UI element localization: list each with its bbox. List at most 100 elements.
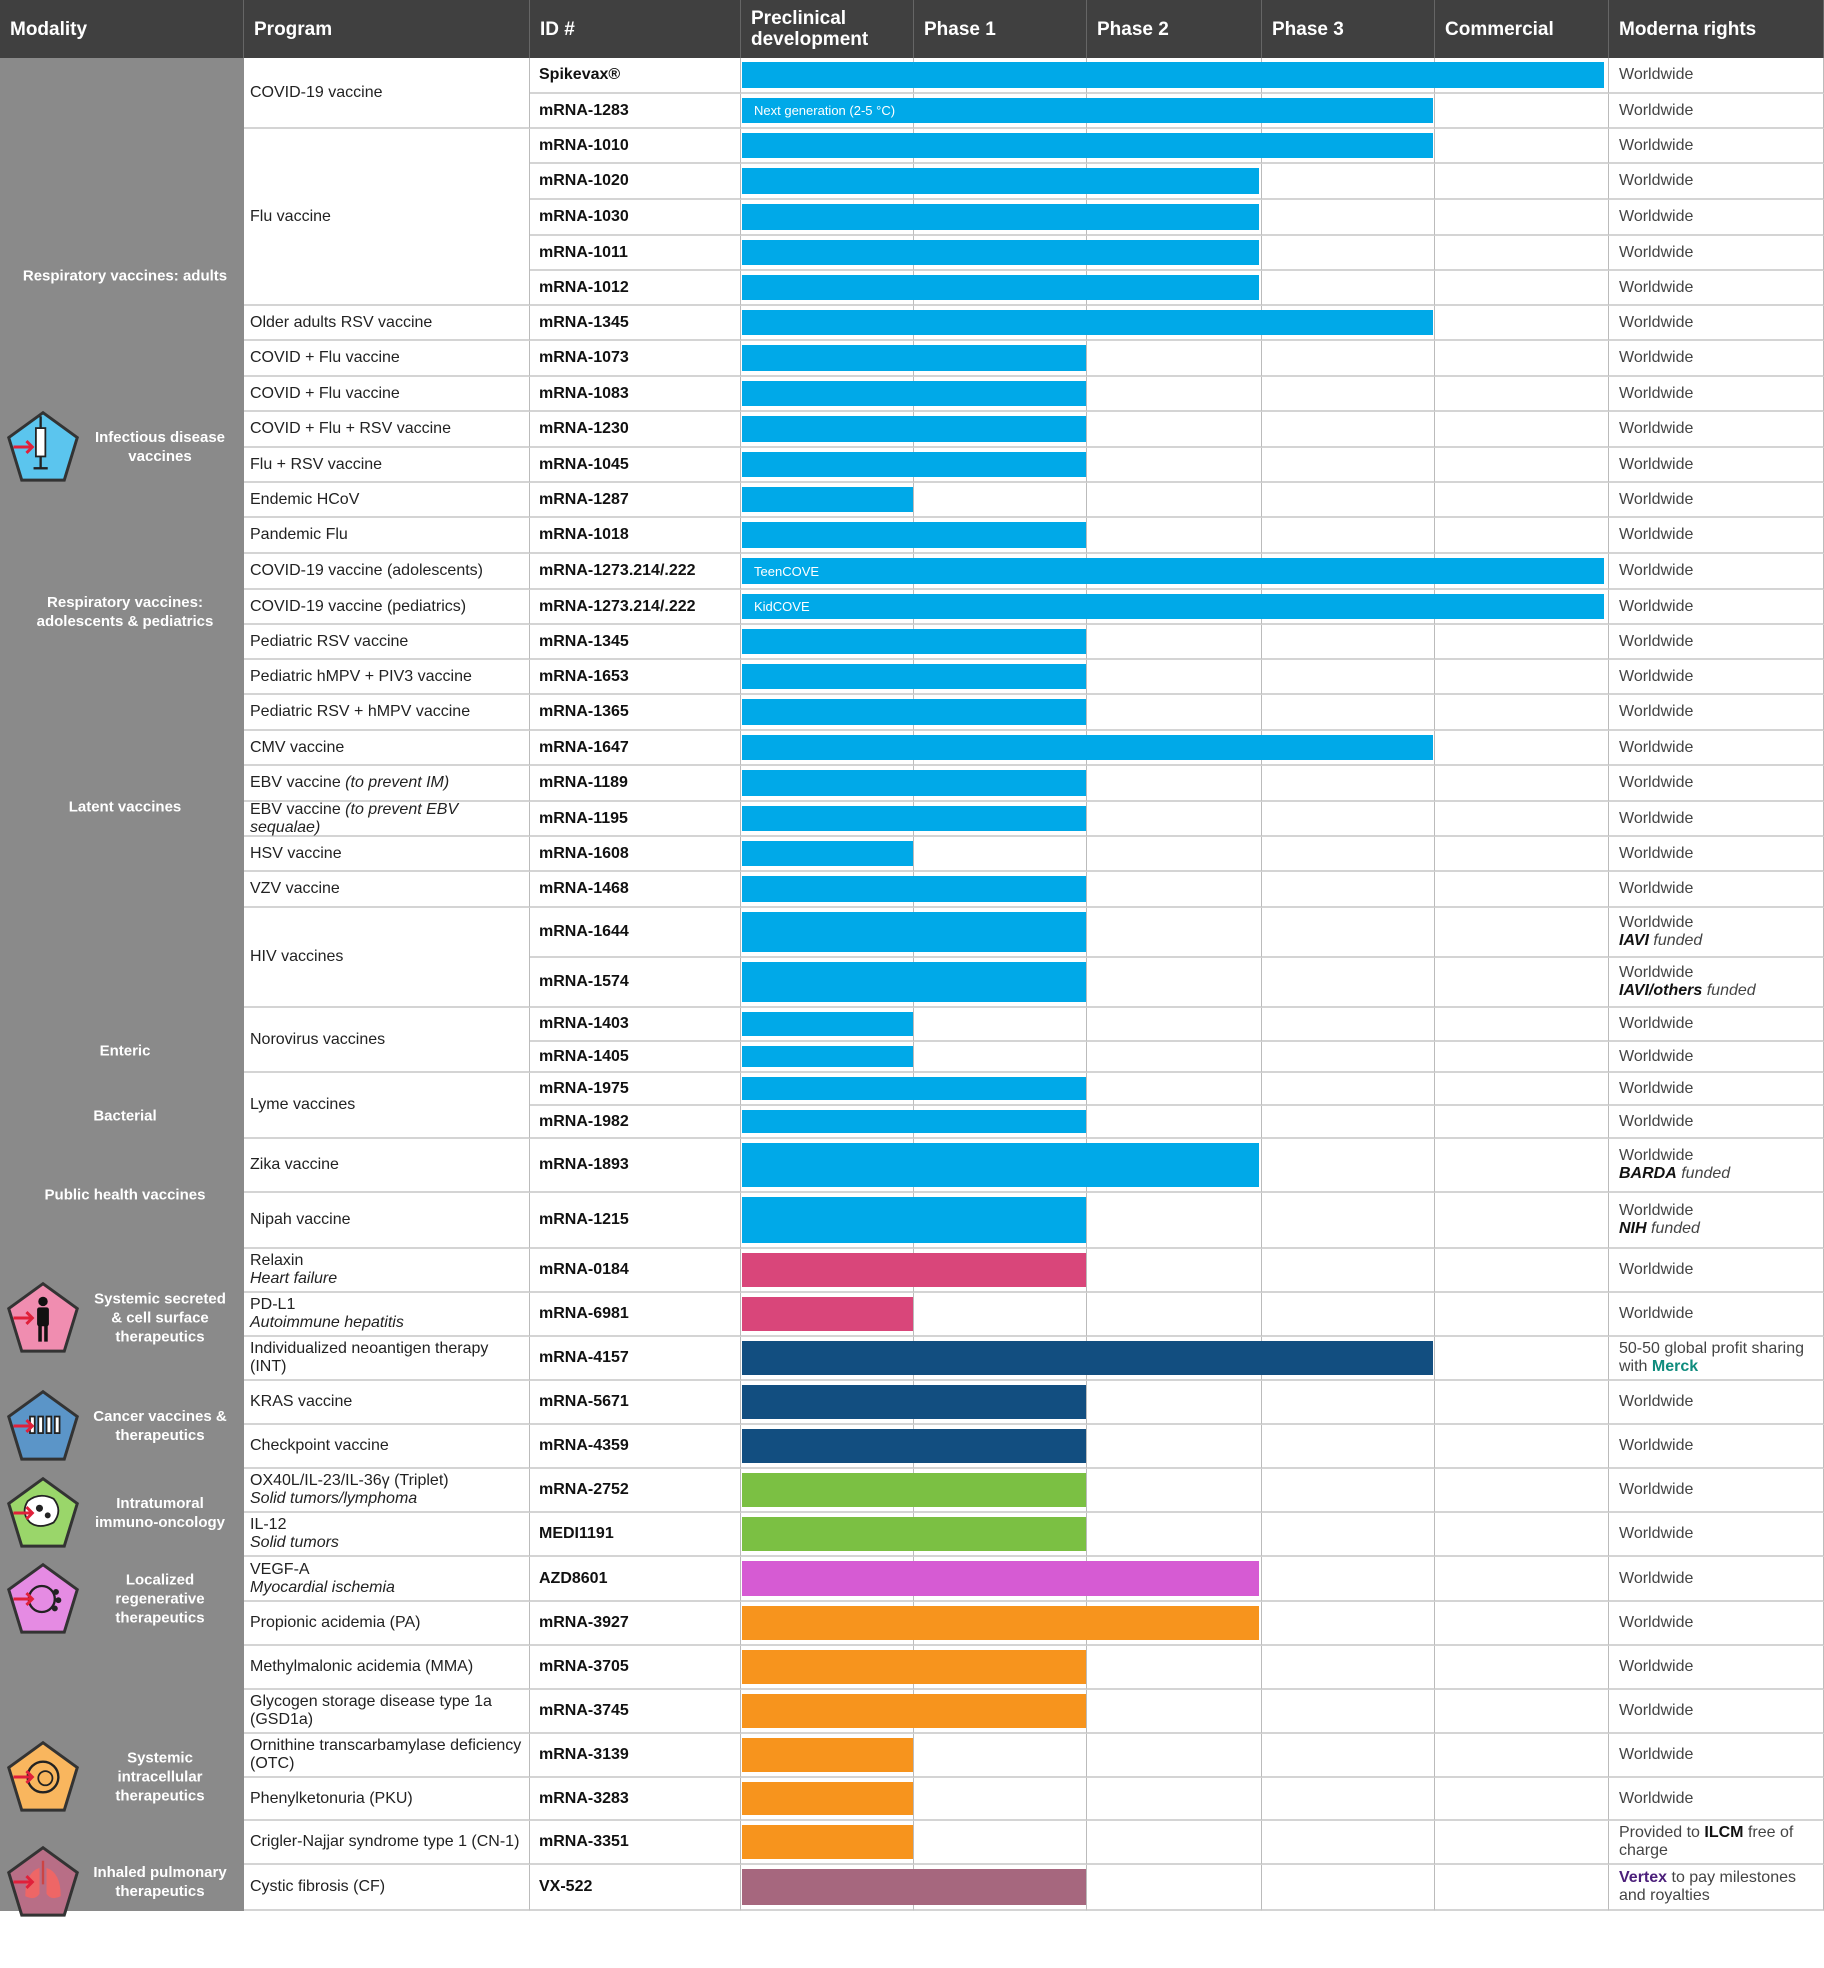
rights-text: Worldwide <box>1619 562 1694 579</box>
stage-cell <box>1262 1042 1435 1073</box>
moderna-rights: Worldwide <box>1609 1602 1824 1646</box>
moderna-rights: Worldwide <box>1609 872 1824 908</box>
stage-cell <box>1087 1193 1262 1249</box>
program-cell: Zika vaccine <box>244 1139 530 1193</box>
stage-cell <box>1435 1139 1609 1193</box>
stage-cell <box>1087 695 1262 731</box>
program-name: COVID-19 vaccine <box>250 83 383 101</box>
program-id: mRNA-5671 <box>530 1381 741 1425</box>
stage-cell <box>1262 1865 1435 1911</box>
program-cell: HIV vaccines <box>244 908 530 1008</box>
moderna-rights: Worldwide <box>1609 1042 1824 1073</box>
modality-label: Localized regenerative therapeutics <box>115 1571 205 1627</box>
program-name: COVID + Flu vaccine <box>250 349 400 366</box>
moderna-rights: Worldwide <box>1609 1106 1824 1139</box>
stage-cell <box>1435 236 1609 271</box>
rights-text: Worldwide <box>1619 455 1694 473</box>
header-moderna-rights: Moderna rights <box>1609 0 1824 58</box>
program-id: mRNA-3139 <box>530 1734 741 1778</box>
stage-cell <box>1087 483 1262 518</box>
stage-cell <box>1262 766 1435 802</box>
program-id: mRNA-4359 <box>530 1425 741 1469</box>
moderna-rights: Worldwide <box>1609 1557 1824 1602</box>
program-id: mRNA-1893 <box>530 1139 741 1193</box>
program-id: mRNA-1365 <box>530 695 741 731</box>
header-phase-3: Phase 3 <box>1262 0 1435 58</box>
stage-cell <box>1087 412 1262 448</box>
rights-text: Worldwide <box>1619 243 1694 261</box>
moderna-rights: Worldwide <box>1609 1425 1824 1469</box>
program-cell: Pediatric RSV + hMPV vaccine <box>244 695 530 731</box>
stage-cell <box>1262 1425 1435 1469</box>
program-id: mRNA-1215 <box>530 1193 741 1249</box>
header-id-: ID # <box>530 0 741 58</box>
moderna-rights: Worldwide <box>1609 1293 1824 1337</box>
phase-bar <box>742 1077 1086 1100</box>
program-note: (to prevent IM) <box>345 774 450 791</box>
stage-cell <box>1435 1821 1609 1865</box>
phase-bar <box>742 1012 913 1036</box>
header-phase-2: Phase 2 <box>1087 0 1262 58</box>
modality-label: Systemic intracellular therapeutics <box>115 1749 205 1805</box>
rights-text: Worldwide <box>1619 1079 1694 1097</box>
stage-cell <box>914 1008 1087 1042</box>
rights-text: ILCM <box>1704 1824 1744 1841</box>
stage-cell <box>1262 837 1435 872</box>
moderna-rights: Worldwide <box>1609 412 1824 448</box>
rights-text: Worldwide <box>1619 278 1694 296</box>
program-cell: KRAS vaccine <box>244 1381 530 1425</box>
program-cell: COVID + Flu vaccine <box>244 377 530 412</box>
moderna-rights: Worldwide <box>1609 1073 1824 1106</box>
moderna-rights: Worldwide <box>1609 483 1824 518</box>
rights-text: Worldwide <box>1619 1047 1694 1065</box>
program-cell: OX40L/IL-23/IL-36γ (Triplet) Solid tumors… <box>244 1469 530 1513</box>
stage-cell <box>1262 271 1435 306</box>
phase-bar <box>742 1046 913 1067</box>
stage-cell <box>1262 1513 1435 1557</box>
program-id: mRNA-1574 <box>530 958 741 1008</box>
program-id: mRNA-3927 <box>530 1602 741 1646</box>
phase-bar <box>742 240 1259 265</box>
stage-cell <box>1435 1193 1609 1249</box>
program-indication: Autoimmune hepatitis <box>250 1314 404 1331</box>
moderna-rights: Worldwide <box>1609 271 1824 306</box>
stage-cell <box>1087 837 1262 872</box>
modality-label: Infectious disease vaccines <box>94 429 226 465</box>
program-id: mRNA-1403 <box>530 1008 741 1042</box>
phase-bar <box>742 487 913 512</box>
program-cell: COVID + Flu + RSV vaccine <box>244 412 530 448</box>
moderna-rights: Worldwide <box>1609 1469 1824 1513</box>
phase-bar <box>742 62 1604 88</box>
phase-bar <box>742 204 1259 230</box>
stage-cell <box>1435 660 1609 695</box>
phase-bar <box>742 1197 1086 1243</box>
stage-cell <box>914 837 1087 872</box>
stage-cell <box>914 1042 1087 1073</box>
bar-label: KidCOVE <box>754 599 810 614</box>
program-name: COVID-19 vaccine (adolescents) <box>250 562 483 579</box>
stage-cell <box>1435 518 1609 554</box>
program-name: HIV vaccines <box>250 948 344 965</box>
moderna-rights: Worldwide <box>1609 1513 1824 1557</box>
stage-cell <box>1262 625 1435 660</box>
stage-cell <box>1262 802 1435 837</box>
stage-cell <box>1435 872 1609 908</box>
program-id: VX-522 <box>530 1865 741 1911</box>
stage-cell <box>1435 94 1609 129</box>
program-cell: COVID-19 vaccine (pediatrics) <box>244 590 530 625</box>
stage-cell <box>1435 1293 1609 1337</box>
moderna-rights: Worldwide <box>1609 1690 1824 1734</box>
phase-bar <box>742 133 1433 158</box>
program-name: Flu vaccine <box>250 207 331 225</box>
phase-bar <box>742 664 1086 689</box>
moderna-rights: Worldwide <box>1609 1734 1824 1778</box>
moderna-rights: Worldwide <box>1609 731 1824 766</box>
bar-label: TeenCOVE <box>754 563 820 579</box>
program-id: mRNA-1283 <box>530 94 741 129</box>
moderna-rights: Worldwide <box>1609 58 1824 94</box>
moderna-rights: Worldwide <box>1609 1778 1824 1821</box>
phase-bar <box>742 1341 1433 1375</box>
rights-text: Vertex <box>1619 1869 1668 1886</box>
program-name: Individualized neoantigen therapy (INT) <box>250 1340 489 1375</box>
moderna-rights: 50-50 global profit sharing with Merck <box>1609 1337 1824 1381</box>
